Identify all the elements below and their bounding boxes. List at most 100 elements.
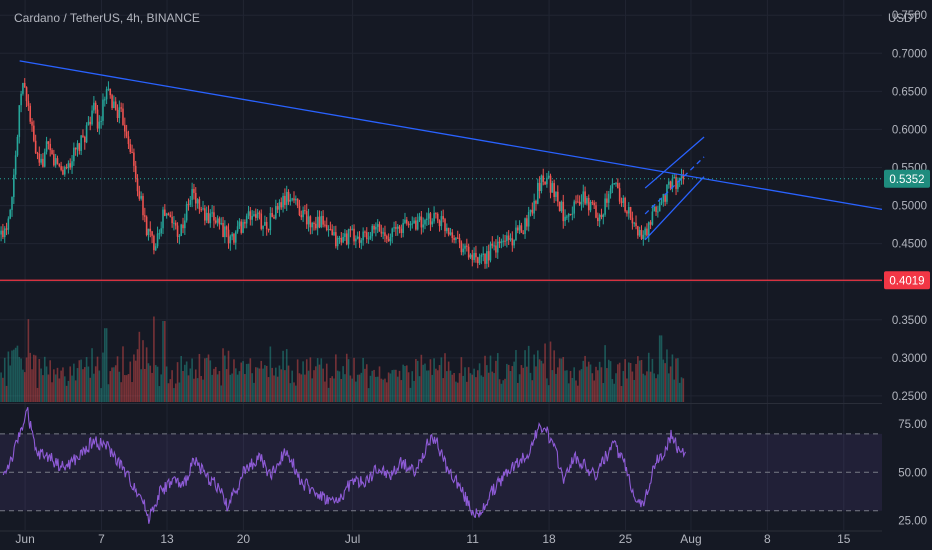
candle-body bbox=[407, 223, 410, 225]
volume-bar bbox=[229, 374, 232, 402]
candle-body bbox=[473, 253, 475, 260]
volume-bar bbox=[165, 366, 168, 402]
candle-body bbox=[69, 163, 72, 168]
volume-bar bbox=[436, 370, 439, 402]
volume-bar bbox=[402, 364, 404, 402]
volume-bar bbox=[586, 366, 588, 402]
candle-body bbox=[193, 189, 195, 193]
candle-body bbox=[558, 201, 561, 212]
candle-body bbox=[586, 197, 588, 204]
candle-body bbox=[389, 237, 392, 242]
candle-body bbox=[511, 238, 514, 246]
volume-bar bbox=[134, 360, 137, 402]
volume-bar bbox=[40, 368, 42, 402]
volume-bar bbox=[213, 368, 215, 402]
candle-body bbox=[460, 242, 463, 253]
candle-body bbox=[498, 241, 501, 244]
volume-bar bbox=[615, 373, 617, 402]
volume-bar bbox=[575, 380, 577, 402]
candle-body bbox=[531, 209, 534, 214]
volume-bar bbox=[222, 348, 224, 402]
volume-bar bbox=[520, 365, 523, 402]
candle-body bbox=[606, 198, 608, 203]
candle-body bbox=[107, 88, 110, 90]
candle-body bbox=[40, 158, 42, 163]
time-tick-label: 8 bbox=[764, 532, 771, 546]
volume-bar bbox=[33, 354, 35, 402]
volume-bar bbox=[391, 370, 394, 402]
candle-body bbox=[242, 222, 244, 233]
volume-bar bbox=[238, 371, 241, 402]
trend-drawings[interactable] bbox=[0, 60, 883, 281]
candle-body bbox=[153, 235, 155, 251]
candle-body bbox=[56, 158, 59, 164]
candle-body bbox=[187, 204, 190, 206]
volume-bar bbox=[220, 385, 223, 402]
volume-bar bbox=[653, 373, 656, 402]
candle-body bbox=[424, 220, 426, 225]
candle-body bbox=[145, 216, 148, 236]
candle-body bbox=[675, 177, 677, 189]
volume-bar bbox=[349, 375, 352, 402]
candle-body bbox=[103, 99, 106, 101]
candle-body bbox=[111, 95, 113, 108]
candle-body bbox=[164, 209, 166, 216]
volume-bar bbox=[431, 374, 434, 402]
volume-bar bbox=[300, 374, 303, 402]
volume-bar bbox=[322, 368, 324, 402]
volume-bar bbox=[231, 373, 233, 402]
candle-body bbox=[624, 197, 626, 212]
volume-bar bbox=[453, 372, 455, 402]
candle-body bbox=[615, 183, 617, 185]
volume-bar bbox=[176, 362, 179, 402]
volume-bar bbox=[3, 357, 6, 402]
candle-body bbox=[318, 216, 321, 228]
volume-bar bbox=[478, 363, 481, 402]
volume-bar bbox=[353, 357, 355, 402]
candle-body bbox=[613, 183, 615, 185]
volume-bar bbox=[415, 359, 417, 402]
candle-body bbox=[611, 183, 614, 189]
volume-bar bbox=[624, 359, 626, 402]
volume-bar bbox=[244, 374, 246, 402]
volume-bar bbox=[171, 370, 173, 402]
volume-bars bbox=[0, 316, 685, 402]
candle-body bbox=[646, 228, 648, 236]
volume-bar bbox=[16, 345, 19, 402]
candle-body bbox=[43, 151, 46, 167]
volume-bar bbox=[582, 360, 585, 402]
candle-body bbox=[336, 237, 339, 247]
volume-bar bbox=[142, 340, 144, 402]
candle-body bbox=[373, 225, 375, 230]
candle-body bbox=[347, 229, 350, 245]
candle-body bbox=[114, 101, 117, 110]
symbol-label[interactable]: Cardano / TetherUS, 4h, BINANCE bbox=[14, 11, 200, 25]
candle-body bbox=[593, 202, 595, 206]
volume-bar bbox=[560, 358, 563, 402]
volume-bar bbox=[362, 357, 364, 402]
candle-body bbox=[275, 206, 277, 219]
candle-body bbox=[213, 212, 215, 221]
time-tick-label: Jul bbox=[345, 532, 360, 546]
candle-body bbox=[180, 224, 183, 236]
volume-bar bbox=[435, 368, 437, 402]
candle-body bbox=[578, 201, 581, 205]
candle-body bbox=[87, 121, 90, 126]
volume-bar bbox=[18, 357, 21, 402]
candle-body bbox=[395, 227, 397, 229]
candle-body bbox=[335, 232, 337, 247]
candle-body bbox=[493, 245, 495, 247]
candle-body bbox=[533, 200, 535, 214]
volume-bar bbox=[49, 360, 52, 402]
candle-body bbox=[502, 240, 505, 242]
volume-bar bbox=[642, 373, 645, 402]
volume-bar bbox=[313, 370, 315, 402]
volume-bar bbox=[98, 370, 101, 402]
candle-body bbox=[322, 215, 324, 225]
volume-bar bbox=[456, 382, 459, 402]
volume-bar bbox=[426, 370, 428, 402]
candle-body bbox=[575, 201, 577, 203]
volume-bar bbox=[546, 378, 548, 402]
volume-bar bbox=[480, 375, 483, 402]
